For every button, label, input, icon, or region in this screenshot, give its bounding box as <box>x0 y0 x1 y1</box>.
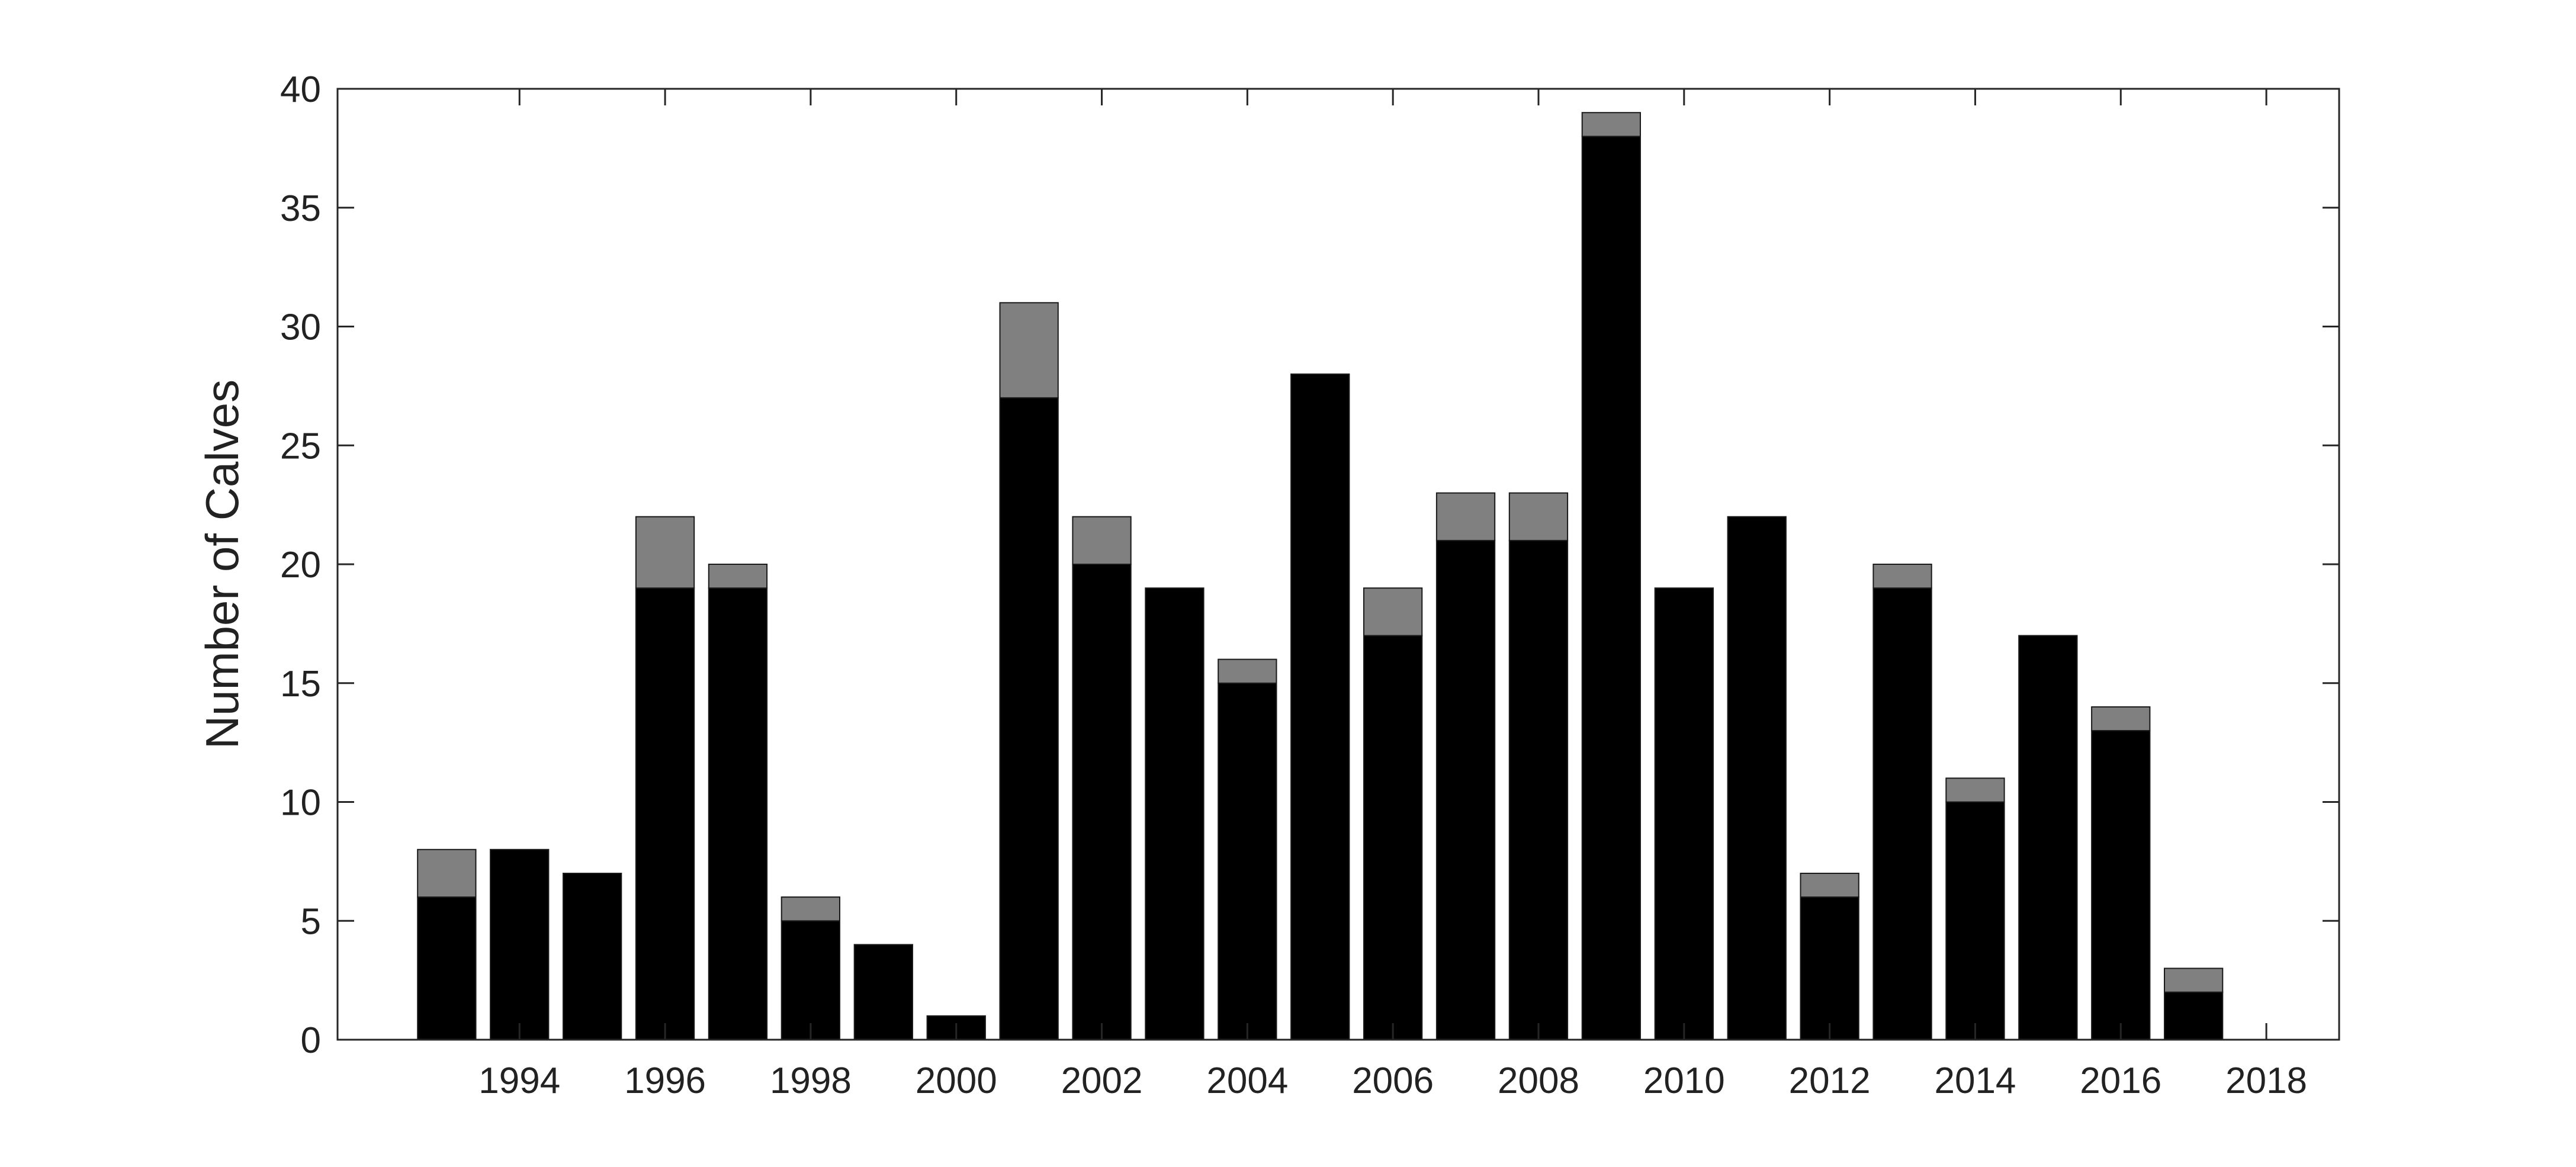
bar-2004-series-1 <box>1218 682 1277 1041</box>
x-tick-label-1998: 1998 <box>770 1060 852 1101</box>
x-tick-label-1996: 1996 <box>624 1060 706 1101</box>
x-tick-label-2008: 2008 <box>1498 1060 1579 1101</box>
bar-2002-series-1 <box>1072 564 1132 1040</box>
bar-2006-series-2 <box>1363 587 1423 636</box>
y-tick-label-5: 5 <box>301 901 321 942</box>
y-tick-label-0: 0 <box>301 1020 321 1061</box>
bar-1997-series-2 <box>708 564 768 589</box>
bar-2011-series-1 <box>1727 516 1787 1040</box>
bar-2006-series-1 <box>1363 635 1423 1040</box>
bar-1996-series-1 <box>635 587 695 1040</box>
x-tick-label-2006: 2006 <box>1352 1060 1434 1101</box>
x-tick-label-2010: 2010 <box>1643 1060 1725 1101</box>
ticks-layer: 0 5 10 15 20 25 30 35 40 1994 1996 1998 2000 2002 2004… <box>280 69 2339 1101</box>
x-tick-label-2018: 2018 <box>2225 1060 2307 1101</box>
y-tick-label-20: 20 <box>280 545 321 586</box>
bar-2017-series-2 <box>2164 967 2224 993</box>
bar-1993-series-2 <box>417 848 477 898</box>
bar-2013-series-2 <box>1872 564 1932 589</box>
y-tick-label-30: 30 <box>280 307 321 348</box>
bar-1999-series-1 <box>853 944 913 1041</box>
x-tick-label-2016: 2016 <box>2080 1060 2161 1101</box>
bar-1996-series-2 <box>635 516 695 589</box>
bar-1995-series-1 <box>563 873 622 1040</box>
bar-2016-series-1 <box>2091 730 2151 1040</box>
bar-2014-series-2 <box>1945 777 2005 803</box>
bar-2007-series-1 <box>1435 539 1496 1040</box>
bar-2008-series-2 <box>1508 492 1569 541</box>
bar-2017-series-1 <box>2164 991 2224 1040</box>
x-tick-label-2000: 2000 <box>916 1060 997 1101</box>
x-tick-label-2014: 2014 <box>1934 1060 2016 1101</box>
x-tick-label-2002: 2002 <box>1061 1060 1143 1101</box>
bar-2016-series-2 <box>2091 706 2151 732</box>
bar-2001-series-2 <box>999 302 1059 398</box>
bar-2014-series-1 <box>1945 801 2005 1040</box>
bar-2010-series-1 <box>1654 587 1714 1040</box>
bar-2009-series-2 <box>1581 112 1641 137</box>
bar-2013-series-1 <box>1872 587 1932 1040</box>
bar-1994-series-1 <box>490 848 550 1041</box>
bars-layer <box>417 112 2224 1041</box>
bar-2007-series-2 <box>1435 492 1496 541</box>
bar-2002-series-2 <box>1072 516 1132 565</box>
bar-2001-series-1 <box>999 397 1059 1040</box>
y-tick-label-35: 35 <box>280 188 321 229</box>
y-tick-label-15: 15 <box>280 664 321 705</box>
bar-1998-series-1 <box>780 920 840 1041</box>
bar-2012-series-1 <box>1800 896 1859 1040</box>
x-tick-label-1994: 1994 <box>478 1060 560 1101</box>
y-tick-label-40: 40 <box>280 69 321 110</box>
bar-2012-series-2 <box>1800 873 1859 898</box>
y-tick-label-10: 10 <box>280 783 321 824</box>
bar-2003-series-1 <box>1145 587 1205 1040</box>
x-tick-label-2012: 2012 <box>1789 1060 1871 1101</box>
x-tick-label-2004: 2004 <box>1206 1060 1288 1101</box>
y-axis-label: Number of Calves <box>196 380 248 749</box>
y-tick-label-25: 25 <box>280 426 321 467</box>
bar-1993-series-1 <box>417 896 477 1040</box>
bar-2008-series-1 <box>1508 539 1569 1040</box>
bar-2005-series-1 <box>1290 373 1350 1040</box>
bar-2009-series-1 <box>1581 136 1641 1040</box>
bar-1998-series-2 <box>780 896 840 922</box>
bar-2004-series-2 <box>1218 658 1277 684</box>
bar-2015-series-1 <box>2018 635 2078 1040</box>
bar-1997-series-1 <box>708 587 768 1040</box>
